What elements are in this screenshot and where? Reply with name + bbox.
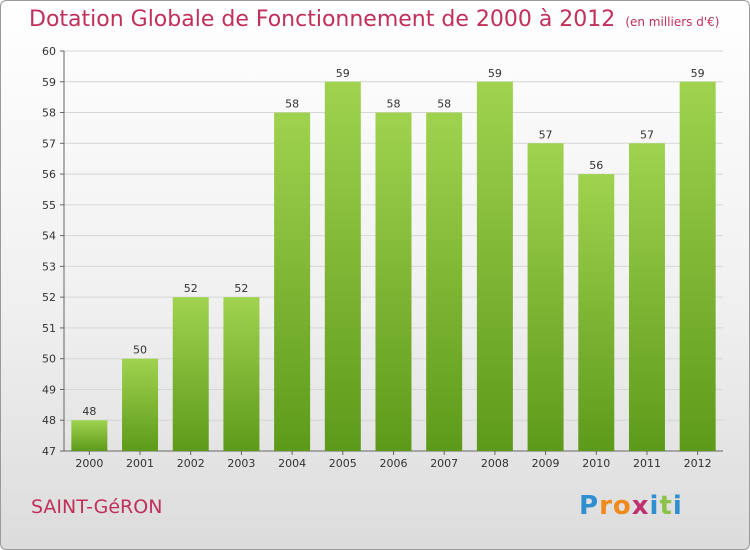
bar bbox=[324, 81, 361, 452]
data-label: 52 bbox=[184, 282, 198, 295]
bar bbox=[679, 81, 716, 452]
y-tick-label: 60 bbox=[42, 45, 56, 58]
bar bbox=[122, 358, 159, 451]
bar-layer: 48 50 52 52 58 59 58 58 59 57 56 57 59 bbox=[71, 67, 716, 452]
x-tick-label: 2005 bbox=[329, 457, 357, 470]
x-tick-label: 2004 bbox=[278, 457, 306, 470]
x-tick-label: 2012 bbox=[684, 457, 712, 470]
logo-letter: i bbox=[649, 491, 660, 521]
data-label: 48 bbox=[82, 405, 96, 418]
y-tick-label: 52 bbox=[42, 291, 56, 304]
commune-name: SAINT-GéRON bbox=[31, 496, 163, 518]
x-tick-label: 2006 bbox=[380, 457, 408, 470]
data-label: 57 bbox=[640, 128, 654, 141]
data-label: 58 bbox=[437, 98, 451, 111]
data-label: 52 bbox=[234, 282, 248, 295]
y-tick-label: 59 bbox=[42, 76, 56, 89]
bar bbox=[527, 143, 564, 452]
y-tick-label: 57 bbox=[42, 137, 56, 150]
data-label: 59 bbox=[691, 67, 705, 80]
chart-title-text: Dotation Globale de Fonctionnement de 20… bbox=[29, 7, 616, 32]
axis-layer: 47 48 49 50 51 52 53 54 55 56 57 58 59 60 2000 2001 2002… bbox=[42, 45, 723, 470]
logo-letter: x bbox=[631, 491, 650, 521]
bar bbox=[628, 143, 665, 452]
bar bbox=[375, 112, 412, 452]
data-label: 58 bbox=[285, 98, 299, 111]
y-tick-label: 49 bbox=[42, 383, 56, 396]
data-label: 57 bbox=[539, 128, 553, 141]
x-tick-label: 2010 bbox=[582, 457, 610, 470]
y-tick-label: 53 bbox=[42, 260, 56, 273]
y-tick-label: 51 bbox=[42, 322, 56, 335]
y-tick-label: 47 bbox=[42, 445, 56, 458]
bar bbox=[476, 81, 513, 452]
y-tick-label: 58 bbox=[42, 107, 56, 120]
logo-letter: P bbox=[579, 491, 600, 521]
bar bbox=[71, 420, 108, 451]
logo-letter: r bbox=[599, 491, 613, 521]
y-tick-label: 56 bbox=[42, 168, 56, 181]
data-label: 59 bbox=[488, 67, 502, 80]
chart-subtitle: (en milliers d'€) bbox=[625, 15, 720, 29]
data-label: 56 bbox=[589, 159, 603, 172]
logo-letter: t bbox=[659, 491, 673, 521]
x-tick-label: 2011 bbox=[633, 457, 661, 470]
y-tick-label: 54 bbox=[42, 230, 56, 243]
data-label: 59 bbox=[336, 67, 350, 80]
proxiti-logo: Proxiti bbox=[579, 491, 683, 521]
chart-title: Dotation Globale de Fonctionnement de 20… bbox=[29, 7, 719, 32]
y-tick-label: 48 bbox=[42, 414, 56, 427]
x-tick-label: 2000 bbox=[75, 457, 103, 470]
bar bbox=[426, 112, 463, 452]
x-tick-label: 2001 bbox=[126, 457, 154, 470]
x-tick-label: 2003 bbox=[227, 457, 255, 470]
bar bbox=[223, 297, 260, 451]
bar bbox=[578, 174, 615, 452]
x-tick-label: 2009 bbox=[532, 457, 560, 470]
x-tick-label: 2002 bbox=[177, 457, 205, 470]
y-tick-label: 55 bbox=[42, 199, 56, 212]
bar bbox=[274, 112, 311, 452]
y-tick-label: 50 bbox=[42, 353, 56, 366]
bar bbox=[172, 297, 209, 451]
data-label: 58 bbox=[387, 98, 401, 111]
x-tick-label: 2007 bbox=[430, 457, 458, 470]
logo-letter: i bbox=[672, 491, 683, 521]
data-label: 50 bbox=[133, 344, 147, 357]
x-tick-label: 2008 bbox=[481, 457, 509, 470]
logo-letter: o bbox=[612, 491, 632, 521]
